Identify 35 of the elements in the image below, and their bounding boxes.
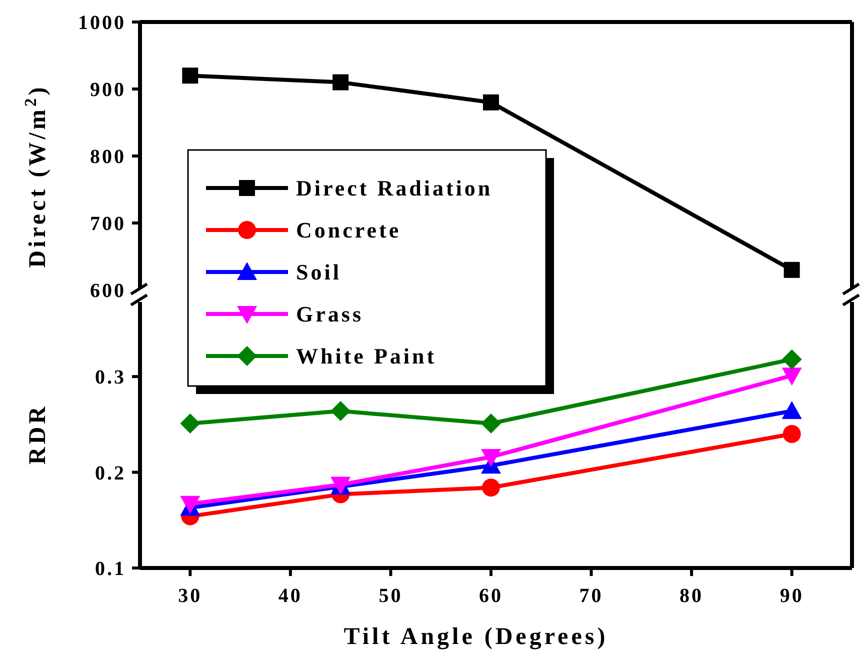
point (784, 262, 800, 278)
y-tick-label: 700 (90, 213, 126, 235)
point (782, 401, 802, 420)
point (480, 413, 501, 434)
x-tick-label: 50 (378, 585, 403, 607)
x-tick-label: 70 (579, 585, 604, 607)
point (182, 68, 198, 84)
y-tick-label: 0.2 (95, 462, 126, 484)
point (332, 74, 349, 90)
x-axis-title: Tilt Angle (Degrees) (344, 624, 608, 650)
legend-label: Concrete (296, 218, 402, 243)
x-tick-label: 60 (478, 585, 503, 607)
y-axis-title: RDR (25, 404, 51, 464)
legend-label: Soil (296, 260, 342, 285)
x-tick-label: 80 (680, 585, 704, 607)
y-tick-label: 0.3 (95, 366, 126, 389)
point (482, 94, 499, 110)
legend-label: Direct Radiation (296, 176, 493, 201)
point (480, 448, 501, 467)
y-tick-label: 1000 (78, 12, 126, 34)
y-tick-label: 600 (90, 280, 126, 302)
legend-label: White Paint (296, 344, 437, 369)
y-tick-label: 900 (90, 79, 126, 101)
point (482, 478, 500, 497)
point (330, 401, 351, 422)
x-tick-label: 90 (780, 585, 804, 607)
x-tick-label: 30 (178, 585, 202, 607)
point (782, 425, 801, 443)
point (782, 349, 802, 370)
point (782, 368, 802, 386)
y-tick-label: 800 (90, 146, 126, 168)
x-tick-label: 40 (278, 585, 302, 607)
legend-label: Grass (296, 302, 364, 327)
y-tick-label: 0.1 (95, 558, 126, 580)
point (180, 413, 200, 434)
